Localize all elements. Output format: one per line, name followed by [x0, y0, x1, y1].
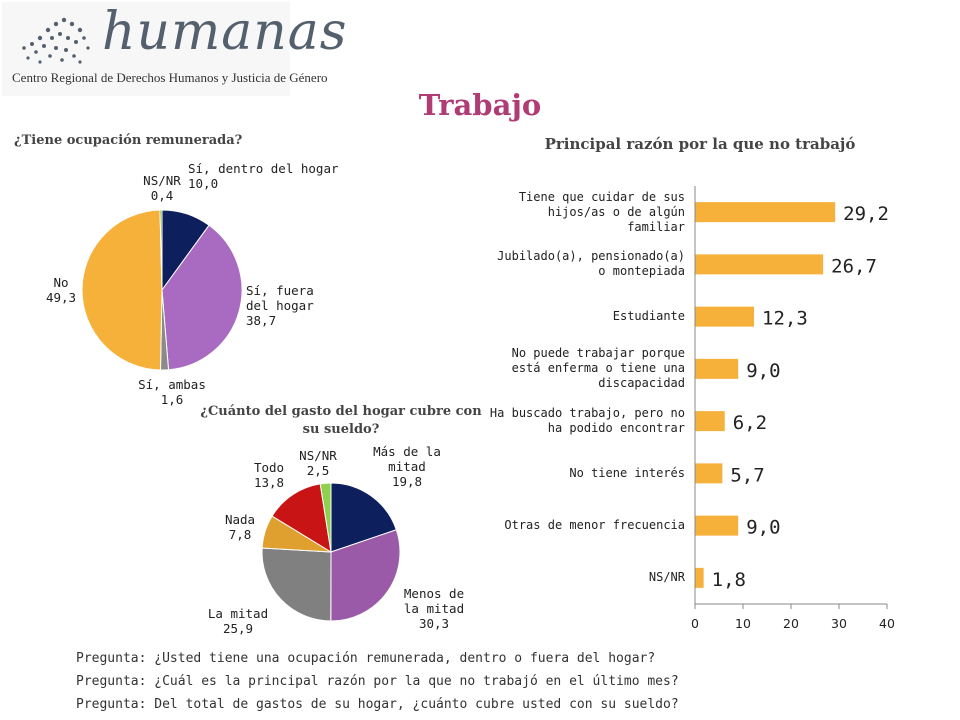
bar-category-label-0: Tiene que cuidar de sus hijos/as o de al… — [518, 189, 685, 234]
bar-1 — [695, 254, 824, 275]
bar-title: Principal razón por la que no trabajó — [544, 135, 856, 153]
logo: humanas Centro Regional de Derechos Huma… — [2, 2, 346, 96]
bar-value-label-0: 29,2 — [843, 203, 889, 225]
bar-7 — [695, 567, 704, 588]
pie1-slice-4 — [159, 209, 163, 291]
bar-category-label-2: Estudiante — [612, 309, 685, 324]
pie2-label-nada: Nada 7,8 — [224, 512, 256, 542]
question-3: Pregunta: Del total de gastos de su hoga… — [76, 697, 679, 712]
pie2-slice-0 — [330, 482, 397, 553]
pie2-label-mas: Más de la mitad 19,8 — [373, 444, 441, 489]
pie2-slice-5 — [319, 482, 332, 553]
logo-subtitle: Centro Regional de Derechos Humanos y Ju… — [12, 70, 328, 85]
bar-category-label-5: No tiene interés — [569, 465, 685, 480]
bar-0 — [695, 202, 836, 223]
bar-4 — [695, 411, 725, 432]
pie1-slice-3 — [81, 209, 163, 371]
logo-mark-icon — [22, 17, 90, 64]
pie2-slice-2 — [261, 547, 332, 622]
bar-6 — [695, 515, 739, 536]
bar-3 — [695, 358, 739, 379]
pie2-slice-1 — [330, 529, 401, 622]
bar-value-label-5: 5,7 — [730, 464, 764, 486]
pie1-label-ambas: Sí, ambas 1,6 — [138, 377, 206, 407]
bar-x-tick-label-1: 10 — [735, 616, 751, 631]
question-2: Pregunta: ¿Cuál es la principal razón po… — [76, 674, 679, 689]
bar-category-label-1: Jubilado(a), pensionado(a) o montepiada — [497, 249, 685, 279]
pie2-title: ¿Cuánto del gasto del hogar cubre con su… — [200, 404, 482, 437]
pie2-label-todo: Todo 13,8 — [253, 460, 285, 490]
bar-5 — [695, 463, 723, 484]
bar-category-label-6: Otras de menor frecuencia — [504, 518, 685, 533]
bar-x-tick-label-2: 20 — [783, 616, 799, 631]
pie1-slice-1 — [161, 224, 243, 371]
bar-category-label-4: Ha buscado trabajo, pero no ha podido en… — [489, 406, 685, 436]
bar-value-label-3: 9,0 — [746, 360, 780, 382]
logo-wordmark: humanas — [102, 2, 348, 62]
pie1-label-no: No 49,3 — [45, 275, 77, 305]
bar-x-tick-label-4: 40 — [879, 616, 895, 631]
pie1-label-nsnr: NS/NR 0,4 — [143, 173, 181, 203]
pie2-label-menos: Menos de la mitad 30,3 — [403, 586, 465, 631]
bar-value-label-1: 26,7 — [831, 255, 877, 277]
pie1-label-fuera: Sí, fuera del hogar 38,7 — [246, 283, 314, 328]
bar-value-label-6: 9,0 — [746, 517, 780, 539]
bar-x-tick-label-3: 30 — [831, 616, 847, 631]
page-title: Trabajo — [418, 88, 542, 122]
pie2-label-nsnr: NS/NR 2,5 — [299, 448, 337, 478]
bar-category-label-3: No puede trabajar porque está enferma o … — [511, 346, 685, 391]
bar-value-label-2: 12,3 — [762, 308, 808, 330]
bar-x-tick-label-0: 0 — [691, 616, 699, 631]
bar-value-label-4: 6,2 — [733, 412, 767, 434]
pie2-slice-4 — [271, 483, 332, 553]
pie1-label-dentro: Sí, dentro del hogar 10,0 — [188, 161, 339, 191]
pie2-label-mitad: La mitad 25,9 — [207, 606, 269, 636]
bar-category-label-7: NS/NR — [648, 570, 685, 585]
bar-value-label-7: 1,8 — [712, 569, 746, 591]
question-1: Pregunta: ¿Usted tiene una ocupación rem… — [76, 651, 656, 666]
pie1-title: ¿Tiene ocupación remunerada? — [14, 133, 243, 148]
bar-2 — [695, 306, 755, 327]
